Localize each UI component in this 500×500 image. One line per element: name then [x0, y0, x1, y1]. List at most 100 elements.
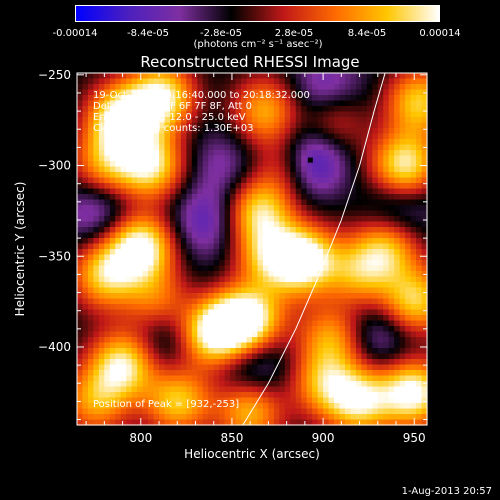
heatmap-cell [361, 408, 368, 415]
heatmap-cell [405, 172, 412, 179]
heatmap-cell [295, 282, 302, 289]
heatmap-cell [355, 221, 362, 228]
heatmap-cell [268, 78, 275, 85]
heatmap-cell [317, 106, 324, 113]
heatmap-cell [262, 271, 270, 278]
heatmap-cell [180, 227, 187, 234]
heatmap-cell [109, 271, 116, 278]
heatmap-cell [306, 331, 313, 338]
heatmap-cell [208, 331, 215, 338]
heatmap-cell [372, 78, 379, 85]
heatmap-cell [186, 375, 193, 382]
heatmap-cell [416, 73, 423, 80]
heatmap-cell [175, 166, 182, 173]
heatmap-cell [120, 84, 127, 91]
heatmap-cell [262, 194, 270, 201]
heatmap-cell [213, 139, 220, 146]
heatmap-cell [109, 188, 116, 195]
heatmap-cell [301, 243, 308, 250]
heatmap-cell [131, 89, 138, 96]
heatmap-cell [202, 111, 209, 118]
heatmap-cell [159, 414, 166, 421]
heatmap-cell [284, 293, 291, 300]
heatmap-cell [120, 260, 127, 267]
heatmap-cell [399, 408, 406, 415]
heatmap-cell [350, 117, 357, 124]
heatmap-cell [394, 403, 401, 410]
x-tick-label: 850 [220, 431, 243, 445]
heatmap-cell [339, 370, 346, 377]
heatmap-cell [295, 227, 302, 234]
heatmap-cell [159, 177, 166, 184]
heatmap-cell [284, 166, 291, 173]
heatmap-cell [344, 337, 352, 344]
heatmap-cell [208, 386, 215, 393]
heatmap-cell [159, 282, 166, 289]
heatmap-cell [87, 84, 95, 91]
heatmap-cell [213, 238, 220, 245]
heatmap-cell [377, 293, 384, 300]
heatmap-cell [137, 161, 144, 168]
heatmap-cell [262, 111, 270, 118]
heatmap-cell [109, 106, 116, 113]
heatmap-cell [262, 150, 270, 157]
heatmap-cell [366, 133, 373, 140]
heatmap-cell [317, 348, 324, 355]
heatmap-cell [148, 161, 155, 168]
heatmap-cell [109, 293, 116, 300]
heatmap-cell [279, 304, 286, 311]
heatmap-cell [93, 117, 100, 124]
heatmap-cell [399, 177, 406, 184]
heatmap-cell [77, 205, 84, 212]
heatmap-cell [82, 386, 89, 393]
heatmap-cell [262, 199, 270, 206]
heatmap-cell [219, 139, 226, 146]
heatmap-cell [131, 183, 138, 190]
heatmap-cell [257, 381, 264, 388]
heatmap-cell [235, 331, 242, 338]
heatmap-cell [339, 205, 346, 212]
heatmap-cell [246, 408, 253, 415]
heatmap-cell [334, 144, 341, 151]
heatmap-cell [312, 216, 319, 223]
heatmap-cell [301, 188, 308, 195]
heatmap-cell [164, 254, 171, 261]
heatmap-cell [306, 199, 313, 206]
heatmap-cell [109, 100, 116, 107]
heatmap-cell [405, 265, 412, 272]
heatmap-cell [268, 414, 275, 421]
heatmap-cell [202, 172, 209, 179]
heatmap-cell [241, 326, 248, 333]
heatmap-cell [109, 199, 116, 206]
heatmap-cell [279, 364, 286, 371]
heatmap-cell [350, 199, 357, 206]
heatmap-cell [416, 139, 423, 146]
heatmap-cell [339, 84, 346, 91]
heatmap-cell [339, 232, 346, 239]
heatmap-cell [213, 381, 220, 388]
heatmap-cell [339, 282, 346, 289]
heatmap-cell [98, 381, 105, 388]
heatmap-cell [180, 419, 187, 426]
heatmap-cell [350, 392, 357, 399]
heatmap-cell [328, 249, 335, 256]
heatmap-cell [290, 282, 297, 289]
heatmap-cell [197, 254, 204, 261]
heatmap-cell [416, 227, 423, 234]
heatmap-cell [169, 304, 177, 311]
heatmap-cell [246, 183, 253, 190]
heatmap-cell [159, 260, 166, 267]
heatmap-cell [82, 144, 89, 151]
heatmap-cell [295, 326, 302, 333]
heatmap-cell [290, 304, 297, 311]
heatmap-cell [410, 216, 417, 223]
heatmap-cell [219, 133, 226, 140]
heatmap-cell [416, 276, 423, 283]
heatmap-cell [394, 364, 401, 371]
heatmap-cell [323, 155, 330, 162]
heatmap-cell [328, 309, 335, 316]
heatmap-cell [186, 293, 193, 300]
heatmap-cell [334, 304, 341, 311]
heatmap-cell [142, 293, 149, 300]
heatmap-cell [109, 397, 116, 404]
